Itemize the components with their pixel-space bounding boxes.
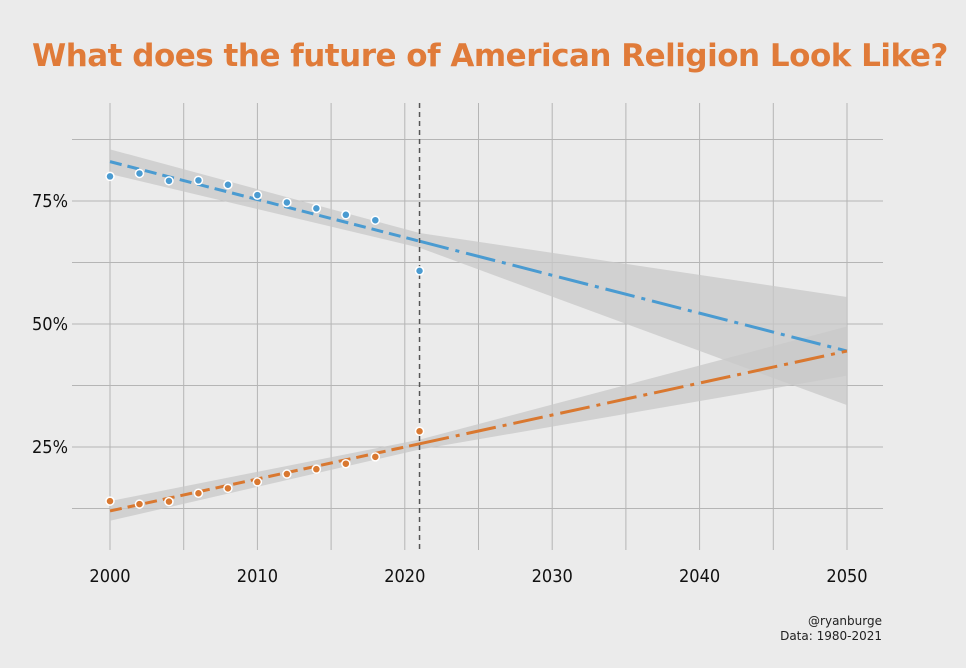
y-tick-label: 50% [32, 314, 68, 335]
credits: @ryanburge Data: 1980-2021 [780, 614, 882, 644]
data-point-orange [370, 452, 381, 462]
data-source: Data: 1980-2021 [780, 629, 882, 643]
author-credit: @ryanburge [808, 614, 882, 628]
x-tick-label: 2050 [826, 566, 867, 587]
x-tick-label: 2020 [384, 566, 425, 587]
x-tick-label: 2030 [532, 566, 573, 587]
trend-line-orange-projected [419, 349, 848, 446]
trend-lines [109, 160, 848, 513]
data-point-blue [414, 266, 425, 276]
x-axis-ticks: 2000 2010 2020 2030 2040 2050 [89, 566, 867, 587]
data-point-blue [223, 180, 233, 190]
x-tick-label: 2040 [679, 566, 720, 587]
data-points [105, 168, 425, 509]
data-point-orange [164, 496, 174, 507]
chart-title: What does the future of American Religio… [32, 38, 948, 74]
x-tick-label: 2010 [237, 566, 278, 587]
data-point-orange [223, 483, 233, 494]
data-point-blue [311, 203, 322, 214]
data-point-blue [370, 215, 381, 225]
data-point-orange [252, 477, 263, 487]
data-point-orange [193, 488, 204, 498]
confidence-band-blue [110, 149, 847, 406]
x-tick-label: 2000 [89, 566, 130, 587]
y-axis-ticks: 25% 50% 75% [32, 191, 68, 458]
trend-line-blue-projected [419, 239, 848, 353]
data-point-blue [134, 168, 145, 179]
data-point-orange [341, 458, 351, 469]
y-tick-label: 25% [32, 437, 68, 458]
data-point-orange [311, 464, 322, 474]
data-point-blue [164, 176, 174, 186]
data-point-orange [134, 499, 145, 509]
data-point-blue [282, 197, 292, 208]
data-point-orange [414, 426, 425, 437]
y-tick-label: 75% [32, 191, 68, 212]
data-point-blue [341, 210, 351, 220]
data-point-blue [105, 171, 115, 182]
data-point-blue [193, 175, 204, 186]
data-point-orange [282, 469, 292, 479]
trend-line-orange-observed [109, 442, 420, 513]
data-point-orange [105, 496, 115, 506]
data-point-blue [252, 190, 263, 200]
